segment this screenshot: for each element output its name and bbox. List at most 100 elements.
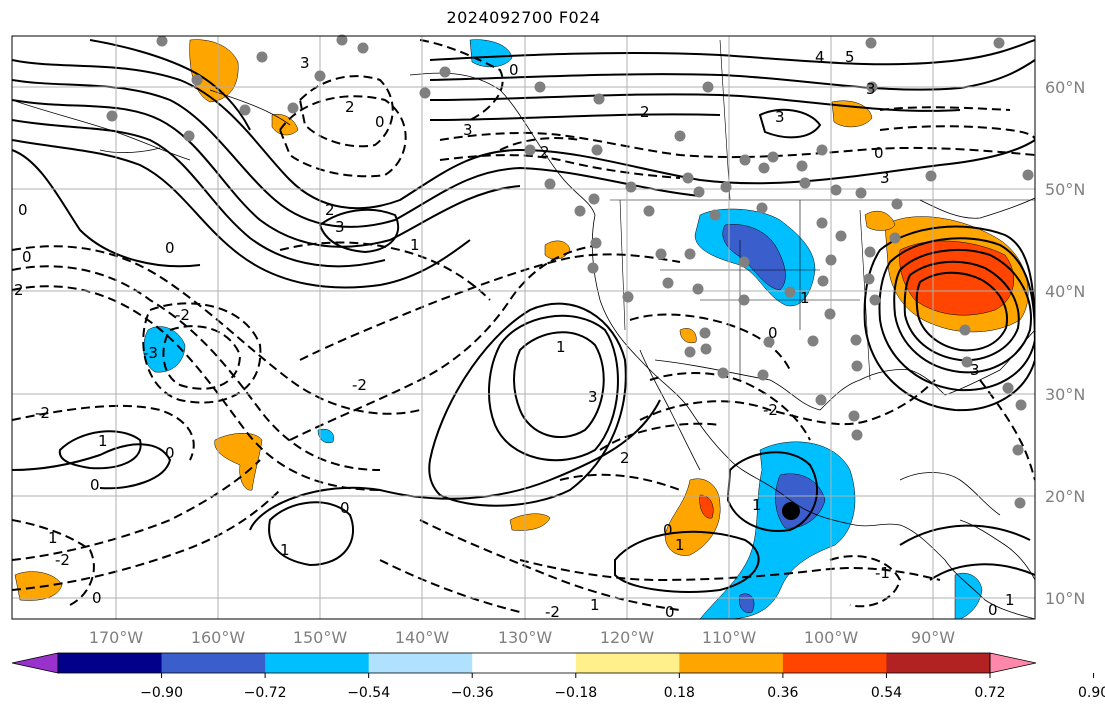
lon-tick-label: 110°W: [702, 628, 757, 647]
svg-text:3: 3: [866, 80, 876, 98]
map-title: 2024092700 F024: [446, 8, 601, 27]
lat-tick-label: 30°N: [1045, 385, 1085, 404]
svg-text:3: 3: [335, 218, 345, 236]
colorbar-swatch: [368, 653, 473, 673]
svg-text:0: 0: [988, 601, 998, 619]
contour-labels: 3 2 0 3 0 2 2 3 4 5 3 0 3 3 1 0 2 -2 -3 …: [14, 48, 1015, 621]
colorbar-extend-max: [989, 652, 1037, 674]
colorbar-tick-label: −0.90: [140, 685, 183, 701]
svg-text:1: 1: [48, 529, 58, 547]
lon-tick-label: 150°W: [293, 628, 348, 647]
lat-axis: 60°N 50°N 40°N 30°N 20°N 10°N: [1045, 78, 1085, 608]
svg-text:1: 1: [556, 338, 566, 356]
colorbar-tick-label: −0.72: [244, 685, 287, 701]
colorbar-tick-label: −0.18: [554, 685, 597, 701]
svg-text:3: 3: [588, 388, 598, 406]
svg-text:0: 0: [22, 248, 32, 266]
svg-text:0: 0: [665, 603, 675, 621]
colorbar-tick-label: −0.36: [451, 685, 494, 701]
colorbar-outline: [57, 652, 991, 674]
graticule: [12, 36, 1035, 619]
lat-tick-label: 40°N: [1045, 282, 1085, 301]
colorbar-tick-label: 0.72: [974, 685, 1005, 701]
colorbar-tick-label: −0.54: [347, 685, 390, 701]
svg-text:0: 0: [663, 521, 673, 539]
svg-text:0: 0: [340, 499, 350, 517]
colorbar-tick-label: 0.90: [1078, 685, 1105, 701]
svg-text:1: 1: [280, 541, 290, 559]
colorbar: [11, 652, 1037, 674]
colorbar-swatch: [265, 653, 370, 673]
svg-text:3: 3: [880, 169, 890, 187]
colorbar-swatch: [679, 653, 784, 673]
svg-text:2: 2: [640, 103, 650, 121]
lon-tick-label: 160°W: [191, 628, 246, 647]
colorbar-swatch: [886, 653, 991, 673]
svg-text:-2: -2: [175, 306, 190, 324]
svg-text:1: 1: [410, 236, 420, 254]
colorbar-tick-label: 0.18: [664, 685, 695, 701]
svg-text:1: 1: [675, 536, 685, 554]
pacific-ridge-contour: [513, 331, 605, 439]
svg-text:-2: -2: [352, 376, 367, 394]
svg-text:0: 0: [90, 476, 100, 494]
lat-tick-label: 20°N: [1045, 487, 1085, 506]
lon-tick-label: 130°W: [498, 628, 553, 647]
svg-text:1: 1: [590, 596, 600, 614]
north-america-coast: [409, 72, 1035, 619]
svg-text:2: 2: [540, 143, 550, 161]
svg-text:3: 3: [775, 108, 785, 126]
svg-text:0: 0: [509, 61, 519, 79]
svg-text:1: 1: [1005, 591, 1015, 609]
svg-text:3: 3: [463, 121, 473, 139]
colorbar-swatch: [58, 653, 163, 673]
lon-tick-label: 140°W: [395, 628, 450, 647]
svg-text:3: 3: [970, 361, 980, 379]
svg-text:0: 0: [165, 239, 175, 257]
colorbar-extend-min: [11, 652, 59, 674]
svg-text:-2: -2: [55, 551, 70, 569]
colorbar-tick-label: 0.54: [871, 685, 902, 701]
svg-text:4: 4: [815, 48, 825, 66]
svg-text:2: 2: [14, 281, 24, 299]
svg-text:0: 0: [768, 324, 778, 342]
colorbar-swatch: [782, 653, 887, 673]
svg-text:0: 0: [92, 589, 102, 607]
svg-text:1: 1: [752, 496, 762, 514]
colorbar-ticks: −0.90 −0.72 −0.54 −0.36 −0.18 0.18 0.36 0.54 0.7…: [140, 673, 1105, 701]
shading-layer: [14, 39, 1029, 619]
lat-tick-label: 60°N: [1045, 78, 1085, 97]
lat-tick-label: 50°N: [1045, 180, 1085, 199]
map-frame: [11, 35, 1036, 620]
lon-tick-label: 120°W: [600, 628, 655, 647]
lon-tick-label: 100°W: [804, 628, 859, 647]
colorbar-swatch: [575, 653, 680, 673]
svg-text:2: 2: [620, 449, 630, 467]
colorbar-swatch: [161, 653, 266, 673]
svg-text:1: 1: [98, 432, 108, 450]
lon-axis: 170°W 160°W 150°W 140°W 130°W 120°W 110°…: [89, 628, 955, 647]
svg-text:0: 0: [874, 144, 884, 162]
svg-text:-2: -2: [763, 401, 778, 419]
svg-text:1: 1: [800, 289, 810, 307]
svg-text:3: 3: [300, 54, 310, 72]
colorbar-swatch: [472, 653, 577, 673]
svg-text:-2: -2: [35, 404, 50, 422]
lon-tick-label: 170°W: [89, 628, 144, 647]
cutoff-low-contour: [893, 249, 1032, 374]
lon-tick-label: 90°W: [911, 628, 955, 647]
svg-text:0: 0: [18, 201, 28, 219]
station-markers: [106, 34, 1034, 509]
svg-text:-3: -3: [143, 344, 158, 362]
negative-contours: [12, 39, 1035, 613]
svg-text:5: 5: [845, 48, 855, 66]
contours: [12, 39, 1035, 593]
lat-tick-label: 10°N: [1045, 589, 1085, 608]
mexico-low-contour: [726, 451, 819, 532]
svg-text:0: 0: [165, 444, 175, 462]
shade-strong-east: [899, 240, 1014, 316]
storm-center-marker: [782, 502, 800, 520]
svg-text:0: 0: [375, 113, 385, 131]
svg-text:-2: -2: [545, 603, 560, 621]
